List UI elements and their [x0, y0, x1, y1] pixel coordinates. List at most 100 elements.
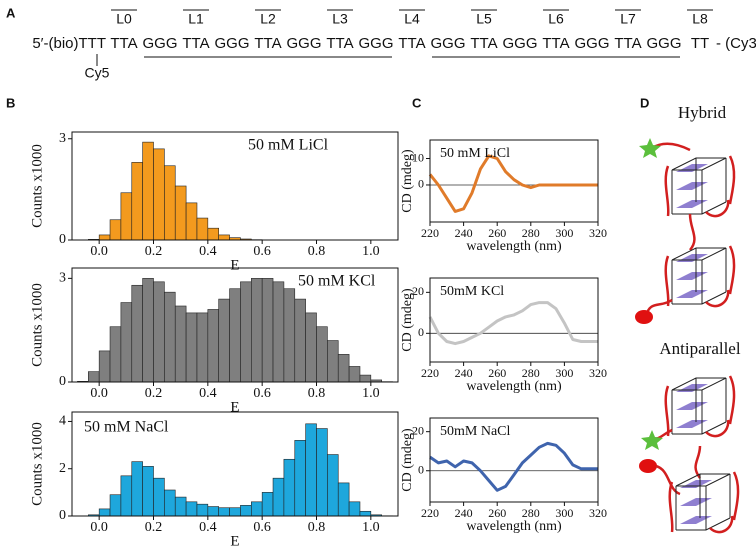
- bar: [174, 305, 187, 383]
- bar: [185, 501, 198, 517]
- bar: [359, 374, 372, 383]
- x-tick-label: 0.4: [199, 244, 217, 259]
- bar: [348, 366, 361, 383]
- x-axis-label: wavelength (nm): [466, 379, 562, 394]
- x-tick-label: 260: [488, 506, 506, 520]
- x-tick-label: 0.2: [145, 520, 163, 535]
- bar: [131, 284, 143, 383]
- bar: [98, 508, 111, 517]
- bar: [283, 458, 296, 517]
- x-tick-label: 1.0: [362, 244, 380, 259]
- bar: [327, 340, 339, 383]
- cd-curve: [428, 154, 598, 213]
- x-tick-label: 0.0: [90, 244, 108, 259]
- bar: [294, 298, 306, 383]
- y-tick-label: 0: [59, 508, 66, 523]
- bar: [196, 503, 209, 517]
- bar: [261, 278, 274, 383]
- quadruplex: [664, 244, 736, 308]
- bar: [185, 202, 198, 241]
- loop-label: L0: [116, 11, 132, 27]
- bar: [153, 281, 165, 383]
- bar: [283, 288, 296, 383]
- loop-label: L4: [404, 11, 420, 27]
- panel-label: D: [640, 95, 649, 110]
- annotation: 50 mM KCl: [298, 273, 376, 290]
- x-tick-label: 0.4: [199, 520, 217, 535]
- sequence-token: TTA: [398, 35, 425, 52]
- bar: [120, 192, 133, 241]
- bar: [174, 496, 187, 517]
- sequence-token: TTA: [110, 35, 137, 52]
- x-tick-label: 0.0: [90, 386, 108, 401]
- loop-label: L2: [260, 11, 276, 27]
- chart: 0.0 0.2 0.4 0.6 0.8 1.0 0 2 4 E Counts x1000 50 mM …: [29, 411, 399, 546]
- bar: [218, 298, 230, 383]
- plot-frame: [71, 267, 399, 383]
- x-tick-label: 220: [421, 226, 439, 240]
- plot-frame: [71, 411, 399, 517]
- bar: [120, 302, 133, 383]
- cd-curve: [429, 441, 598, 492]
- x-tick-label: 0.6: [253, 386, 271, 401]
- y-axis-label: Counts x1000: [29, 283, 45, 367]
- bar: [316, 428, 328, 517]
- y-tick-label: 0: [418, 325, 424, 339]
- x-axis-label: wavelength (nm): [466, 239, 562, 254]
- x-tick-label: 1.0: [362, 520, 380, 535]
- x-tick-label: 300: [555, 366, 573, 380]
- x-tick-label: 0.2: [145, 386, 163, 401]
- bar: [240, 505, 252, 517]
- x-axis-label: E: [230, 399, 239, 415]
- sequence-token: GGG: [286, 35, 321, 52]
- loop-label: L7: [620, 11, 636, 27]
- chart: 220 240 260 280 300 320 0 10 wavelength (nm) CD (…: [400, 139, 607, 254]
- bar: [251, 278, 263, 383]
- y-tick-label: 10: [412, 150, 424, 164]
- sequence-suffix: - (Cy3)- 3′: [716, 35, 756, 52]
- x-tick-label: 0.6: [253, 244, 271, 259]
- y-axis-label: Counts x1000: [29, 144, 45, 228]
- sequence-token: GGG: [646, 35, 681, 52]
- bar: [348, 501, 361, 517]
- y-tick-label: 20: [412, 284, 424, 298]
- sequence-token: TTA: [254, 35, 281, 52]
- x-tick-label: 260: [488, 226, 506, 240]
- bar: [98, 234, 111, 241]
- sequence-token: TTA: [326, 35, 353, 52]
- plot-frame: [429, 417, 599, 503]
- y-axis-label: Counts x1000: [29, 422, 45, 506]
- sequence-token: GGG: [142, 35, 177, 52]
- bar: [327, 454, 339, 517]
- bar: [131, 461, 143, 517]
- chart: 0.0 0.2 0.4 0.6 0.8 1.0 0 3 E Counts x1000 50 mM K…: [29, 267, 399, 415]
- y-tick-label: 20: [412, 423, 424, 437]
- bar: [196, 312, 209, 383]
- x-tick-label: 1.0: [362, 386, 380, 401]
- bar: [337, 482, 350, 517]
- bar: [272, 477, 285, 517]
- loop-label: L3: [332, 11, 348, 27]
- y-tick-label: 0: [59, 232, 66, 247]
- quadruplex: [664, 154, 736, 218]
- x-tick-label: 320: [589, 506, 607, 520]
- bar: [251, 501, 263, 517]
- y-tick-label: 3: [59, 131, 66, 146]
- x-tick-label: 220: [421, 366, 439, 380]
- bar: [164, 489, 176, 517]
- sequence-token: GGG: [358, 35, 393, 52]
- sequence-token: TTA: [470, 35, 497, 52]
- y-axis-label: CD (mdeg): [400, 428, 415, 492]
- y-tick-label: 0: [418, 462, 424, 476]
- bar: [305, 423, 317, 517]
- bar: [120, 475, 133, 517]
- y-tick-label: 0: [418, 177, 424, 191]
- x-axis-label: E: [230, 533, 239, 546]
- annotation: 50mM KCl: [440, 284, 504, 299]
- bar: [207, 309, 219, 383]
- bar: [98, 350, 111, 383]
- loop-label: L8: [692, 11, 708, 27]
- bar: [240, 281, 252, 383]
- loop-label: L5: [476, 11, 492, 27]
- bar: [316, 326, 328, 383]
